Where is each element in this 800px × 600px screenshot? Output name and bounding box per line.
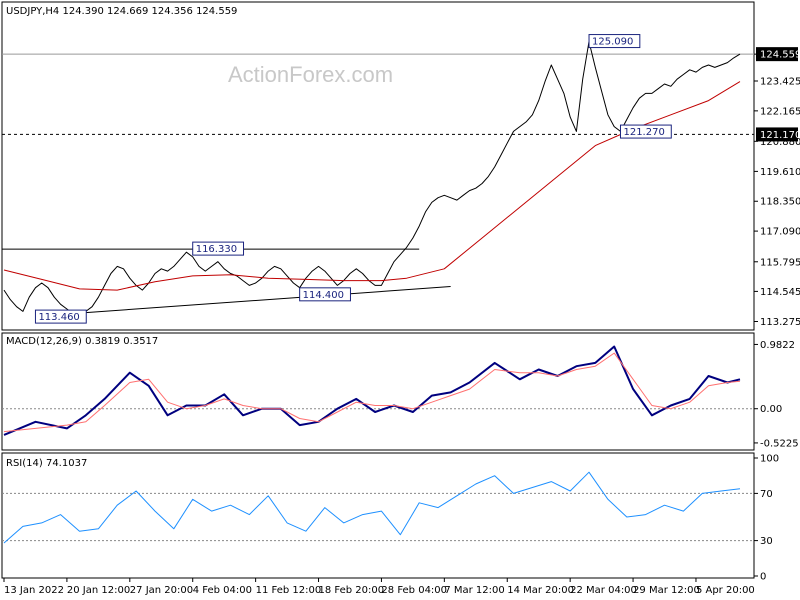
hline-label-box <box>756 127 798 142</box>
y-tick-label: 123.425 <box>760 77 800 88</box>
y-tick-label: 122.165 <box>760 106 800 117</box>
y-tick-label: 30 <box>760 536 773 547</box>
y-tick-label: 119.610 <box>760 167 800 178</box>
x-tick-label: 29 Mar 12:00 <box>633 585 700 596</box>
y-tick-label: 117.090 <box>760 227 800 238</box>
y-tick-label: 70 <box>760 489 773 500</box>
y-tick-label: 100 <box>760 454 779 465</box>
rsi-title: RSI(14) 74.1037 <box>6 458 87 469</box>
annotation-label: 114.400 <box>303 290 344 301</box>
rsi-panel: RSI(14) 74.1037 100 70 30 0 <box>1 452 779 583</box>
macd-panel: MACD(12,26,9) 0.3819 0.3517 0.9822 0.00 -0… <box>1 332 799 451</box>
hline-label: 121.170 <box>760 130 800 141</box>
x-tick-label: 11 Feb 12:00 <box>256 585 322 596</box>
price-title: USDJPY,H4 124.390 124.669 124.356 124.55… <box>6 6 237 17</box>
y-tick-label: 0 <box>760 572 766 583</box>
y-tick-label: 0.9822 <box>760 340 795 351</box>
x-tick-label: 13 Jan 2022 <box>4 585 64 596</box>
macd-title: MACD(12,26,9) 0.3819 0.3517 <box>6 336 158 347</box>
x-tick-label: 22 Mar 04:00 <box>570 585 637 596</box>
y-tick-label: -0.5225 <box>760 438 799 449</box>
annotation-box <box>192 241 245 256</box>
annotation-label: 121.270 <box>623 127 664 138</box>
x-tick-label: 27 Jan 20:00 <box>130 585 193 596</box>
annotation-box <box>619 124 672 139</box>
y-tick-label: 120.880 <box>760 137 800 148</box>
annotation-label: 113.460 <box>38 312 79 323</box>
y-tick-label: 124.559 <box>760 50 800 61</box>
y-tick-label: 113.275 <box>760 317 800 328</box>
x-tick-label: 4 Feb 04:00 <box>193 585 252 596</box>
x-tick-label: 28 Feb 04:00 <box>381 585 447 596</box>
y-tick-label: 0.00 <box>760 404 782 415</box>
x-tick-label: 18 Feb 20:00 <box>319 585 385 596</box>
x-tick-label: 20 Jan 12:00 <box>67 585 130 596</box>
annotation-box <box>34 309 87 324</box>
trendline <box>85 286 451 314</box>
annotation-label: 116.330 <box>196 244 237 255</box>
annotation-box <box>299 287 351 302</box>
x-tick-label: 7 Mar 12:00 <box>444 585 504 596</box>
x-axis: 13 Jan 2022 20 Jan 12:00 27 Jan 20:00 4 Feb… <box>3 578 755 596</box>
annotation-box <box>588 34 641 49</box>
current-price-box <box>756 47 798 62</box>
series-line-price-0 <box>3 41 741 317</box>
y-tick-label: 114.545 <box>760 287 800 298</box>
watermark: ActionForex.com <box>228 62 393 87</box>
price-panel: USDJPY,H4 124.390 124.669 124.356 124.55… <box>1 1 800 331</box>
series-line-macd-1 <box>3 352 741 433</box>
y-tick-label: 118.350 <box>760 197 800 208</box>
series-line-macd-0 <box>3 345 741 436</box>
x-tick-label: 5 Apr 20:00 <box>696 585 755 596</box>
annotation-label: 125.090 <box>592 37 633 48</box>
series-line-rsi-0 <box>3 471 741 544</box>
x-tick-label: 14 Mar 20:00 <box>507 585 574 596</box>
y-tick-label: 115.795 <box>760 257 800 268</box>
